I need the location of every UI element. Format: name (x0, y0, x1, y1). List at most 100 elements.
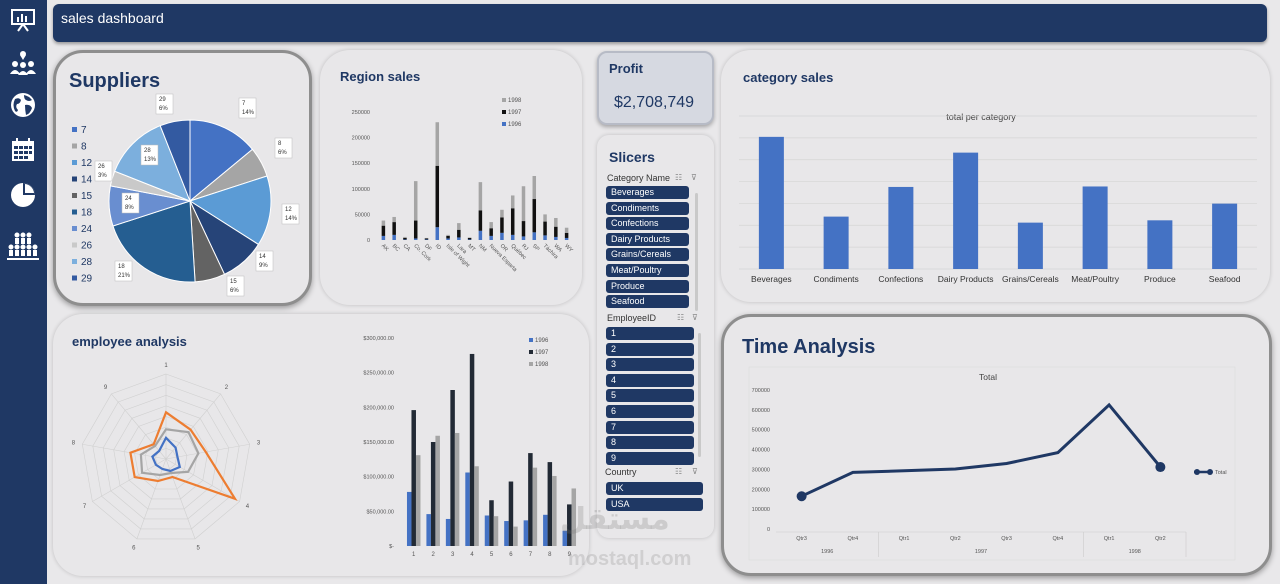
y-tick-label: 0 (367, 238, 370, 244)
x-tick-label: Qtr4 (1053, 536, 1064, 542)
globe-icon[interactable] (8, 90, 38, 120)
x-tick-label: Grains/Cereals (1002, 274, 1059, 284)
category-slicer-item[interactable]: Beverages (606, 186, 689, 199)
x-tick-label: 2 (431, 552, 435, 558)
grouped-bar (435, 435, 440, 546)
stacked-bar-segment (403, 239, 407, 240)
clear-filter-icon[interactable]: ⊽ (692, 467, 698, 476)
team-icon[interactable] (5, 232, 41, 262)
time-analysis-title: Time Analysis (742, 336, 876, 358)
clear-filter-icon[interactable]: ⊽ (692, 313, 698, 322)
grouped-bar (552, 475, 557, 546)
employee-slicer-item[interactable]: 8 (606, 436, 694, 450)
radar-ring (81, 373, 251, 540)
presentation-icon[interactable] (8, 5, 38, 35)
y-tick-label: $150,000.00 (363, 440, 394, 446)
employee-slicer-item[interactable]: 3 (606, 358, 694, 372)
grouped-bar (567, 504, 572, 546)
legend-label: 1998 (508, 98, 522, 104)
category-sales-card: category sales total per category Beverag… (721, 50, 1270, 302)
employee-slicer-item[interactable]: 2 (606, 342, 694, 356)
employee-scrollbar[interactable] (698, 333, 701, 457)
time-analysis-chart: Total 0 100000 200000 300000 400000 500000 6000… (748, 366, 1236, 561)
stacked-bar-segment (446, 234, 450, 236)
legend-label: 1996 (508, 122, 522, 128)
legend-marker (502, 122, 506, 126)
country-slicer-item[interactable]: USA (606, 497, 703, 511)
employee-slicer-item[interactable]: 4 (606, 373, 694, 387)
category-slicer-item[interactable]: Meat/Poultry (606, 264, 689, 277)
stacked-bar-segment (467, 237, 472, 238)
data-label-box (140, 144, 159, 166)
data-label-pct: 3% (98, 173, 107, 179)
data-label-name: 28 (144, 148, 151, 154)
grouped-bar (484, 515, 490, 546)
data-label-pct: 9% (259, 263, 268, 269)
multi-select-icon[interactable]: ☷ (675, 467, 683, 476)
legend-marker (502, 98, 506, 102)
stacked-bar-segment (381, 220, 386, 226)
radar-axis-label: 1 (164, 363, 168, 369)
people-location-icon[interactable] (8, 48, 38, 78)
stacked-bar-segment (457, 237, 461, 240)
legend-marker (502, 110, 506, 114)
stacked-bar-segment (435, 122, 440, 166)
stacked-bar-segment (457, 229, 461, 238)
legend-marker (72, 176, 77, 182)
category-sales-title: category sales (743, 70, 834, 85)
category-slicer-item[interactable]: Confections (606, 217, 689, 231)
x-tick-label: 7 (529, 552, 533, 558)
employee-slicer-item[interactable]: 1 (606, 327, 694, 340)
category-slicer-header: Category Name (607, 173, 671, 183)
grouped-bar (528, 453, 533, 546)
employee-slicer-item[interactable]: 5 (606, 389, 694, 403)
stacked-bar-segment (381, 235, 386, 240)
y-tick-label: $100,000.00 (363, 475, 394, 481)
data-label-box (114, 260, 133, 282)
y-tick-label: 100000 (352, 187, 370, 193)
data-label-box (94, 160, 113, 182)
employee-slicer-item[interactable]: 9 (606, 451, 694, 465)
category-slicer-item[interactable]: Produce (606, 279, 689, 293)
calendar-icon[interactable] (8, 135, 38, 165)
dashboard-title: sales dashboard (61, 10, 164, 26)
stacked-bar-segment (457, 223, 461, 230)
multi-select-icon[interactable]: ☷ (675, 173, 683, 182)
category-scrollbar[interactable] (695, 193, 698, 311)
category-slicer-item[interactable]: Seafood (606, 295, 689, 309)
legend-marker (1207, 469, 1213, 475)
category-bar (953, 152, 979, 269)
legend-marker (72, 209, 77, 215)
data-label-name: 7 (242, 101, 246, 107)
legend-marker (529, 362, 533, 366)
watermark-logo: مستقل (560, 503, 670, 536)
pie-slice (188, 175, 272, 246)
data-label-pct: 14% (285, 216, 298, 222)
stacked-bar-segment (554, 217, 558, 227)
x-year-label: 1998 (1129, 549, 1141, 555)
stacked-bar-segment (500, 232, 504, 240)
multi-select-icon[interactable]: ☷ (677, 313, 685, 322)
stacked-bar-segment (478, 182, 483, 211)
stacked-bar-segment (489, 222, 493, 229)
employee-slicer-item[interactable]: 6 (606, 405, 694, 418)
employee-slicer-item[interactable]: 7 (606, 420, 694, 434)
pie-chart-icon[interactable] (8, 180, 38, 210)
stacked-bar-segment (413, 220, 418, 239)
x-tick-label: 3 (451, 552, 455, 558)
legend-label: 26 (81, 241, 93, 252)
category-slicer-item[interactable]: Dairy Products (606, 232, 689, 246)
radar-axis-label: 6 (132, 545, 136, 551)
country-slicer-item[interactable]: UK (606, 482, 703, 495)
category-slicer-item[interactable]: Condiments (606, 201, 689, 215)
grouped-bar (406, 491, 412, 546)
clear-filter-icon[interactable]: ⊽ (691, 173, 697, 182)
stacked-bar-segment (446, 235, 450, 239)
legend-label: 29 (81, 274, 93, 285)
grouped-bar (469, 353, 475, 546)
grouped-bar (504, 521, 509, 546)
radar-ring (92, 384, 240, 530)
chart-subtitle: Total (979, 372, 997, 382)
category-slicer-item[interactable]: Grains/Cereals (606, 248, 689, 262)
radar-axis-label: 3 (257, 441, 261, 447)
